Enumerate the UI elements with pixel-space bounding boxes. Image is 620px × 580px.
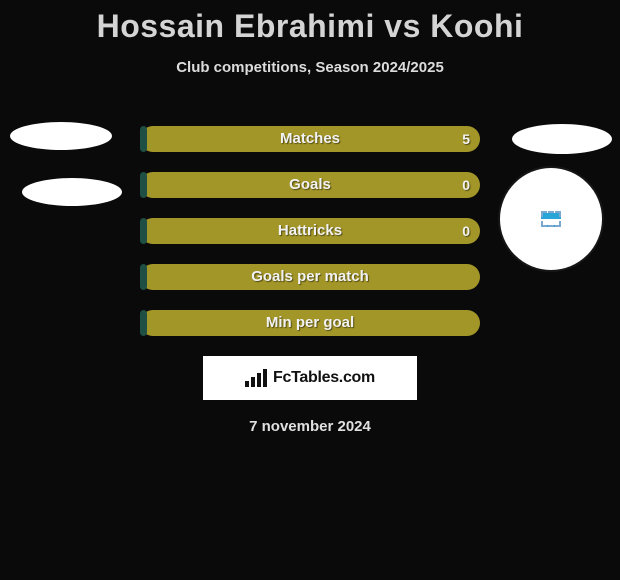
stat-row: Matches5 <box>140 126 480 152</box>
stat-row: Goals per match <box>140 264 480 290</box>
stat-row: Min per goal <box>140 310 480 336</box>
stat-row: Goals0 <box>140 172 480 198</box>
bar-label: Hattricks <box>140 218 480 244</box>
bar-label: Min per goal <box>140 310 480 336</box>
bar-label: Goals per match <box>140 264 480 290</box>
ellipse-left-2 <box>22 178 122 206</box>
generated-date: 7 november 2024 <box>0 418 620 435</box>
page-subtitle: Club competitions, Season 2024/2025 <box>0 59 620 76</box>
bar-label: Goals <box>140 172 480 198</box>
page-title: Hossain Ebrahimi vs Koohi <box>0 0 620 45</box>
bar-value-right: 0 <box>462 218 470 244</box>
bar-chart-icon <box>245 369 267 387</box>
branding-box: FcTables.com <box>203 356 417 400</box>
flag-icon <box>541 211 561 227</box>
bar-value-right: 0 <box>462 172 470 198</box>
branding-text: FcTables.com <box>273 369 375 387</box>
flag-circle <box>500 168 602 270</box>
bar-value-right: 5 <box>462 126 470 152</box>
bar-label: Matches <box>140 126 480 152</box>
ellipse-right-1 <box>512 124 612 154</box>
ellipse-left-1 <box>10 122 112 150</box>
stat-row: Hattricks0 <box>140 218 480 244</box>
comparison-bars: Matches5Goals0Hattricks0Goals per matchM… <box>140 126 480 336</box>
